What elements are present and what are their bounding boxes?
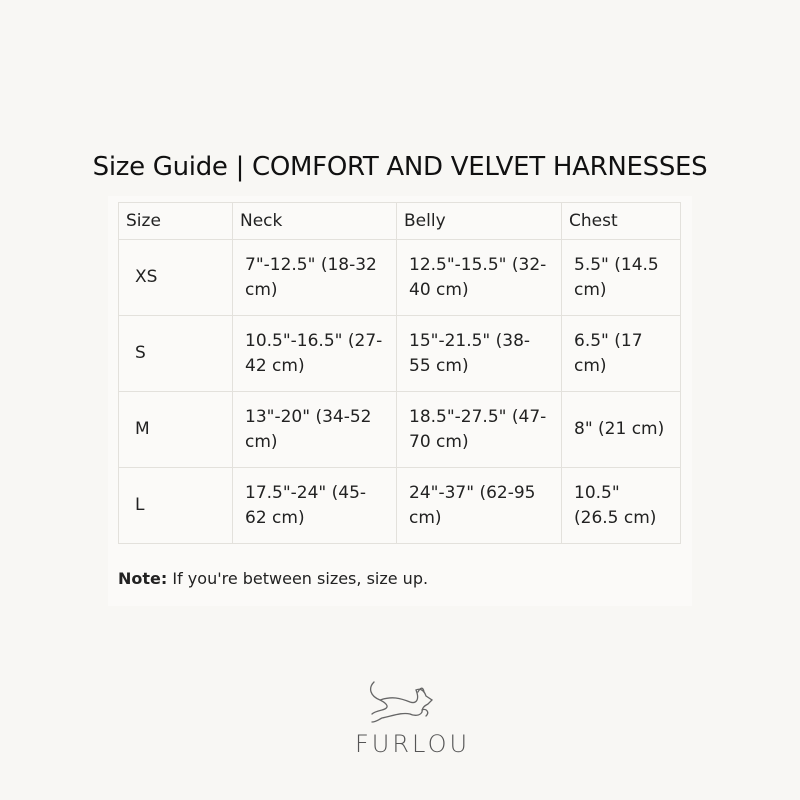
- note: Note: If you're between sizes, size up.: [118, 569, 428, 588]
- cell-belly: 18.5"-27.5" (47-70 cm): [396, 391, 562, 468]
- furlou-logo: FURLOU: [355, 678, 471, 758]
- cell-size: L: [118, 467, 233, 544]
- header-belly: Belly: [396, 202, 562, 240]
- table-row: L 17.5"-24" (45-62 cm) 24"-37" (62-95 cm) 1…: [118, 467, 681, 544]
- cell-size: XS: [118, 239, 233, 316]
- page-title: Size Guide | COMFORT AND VELVET HARNESSE…: [92, 152, 708, 182]
- size-table: Size Neck Belly Chest XS 7"-12.5" (18-32 …: [118, 202, 681, 544]
- brand-name: FURLOU: [355, 730, 471, 758]
- cell-neck: 10.5"-16.5" (27-42 cm): [232, 315, 397, 392]
- running-dog-icon: [369, 681, 434, 723]
- header-chest: Chest: [561, 202, 681, 240]
- note-label: Note:: [118, 569, 168, 588]
- table-row: M 13"-20" (34-52 cm) 18.5"-27.5" (47-70 cm…: [118, 391, 681, 468]
- cell-size: M: [118, 391, 233, 468]
- cell-size: S: [118, 315, 233, 392]
- table-header-row: Size Neck Belly Chest: [118, 202, 681, 240]
- table-row: S 10.5"-16.5" (27-42 cm) 15"-21.5" (38-55 …: [118, 315, 681, 392]
- cell-neck: 17.5"-24" (45-62 cm): [232, 467, 397, 544]
- table-row: XS 7"-12.5" (18-32 cm) 12.5"-15.5" (32-40 …: [118, 239, 681, 316]
- cell-belly: 15"-21.5" (38-55 cm): [396, 315, 562, 392]
- header-size: Size: [118, 202, 233, 240]
- cell-neck: 13"-20" (34-52 cm): [232, 391, 397, 468]
- cell-chest: 8" (21 cm): [561, 391, 681, 468]
- cell-belly: 12.5"-15.5" (32-40 cm): [396, 239, 562, 316]
- cell-chest: 10.5" (26.5 cm): [561, 467, 681, 544]
- note-text: If you're between sizes, size up.: [167, 569, 429, 588]
- cell-neck: 7"-12.5" (18-32 cm): [232, 239, 397, 316]
- header-neck: Neck: [232, 202, 397, 240]
- cell-chest: 6.5" (17 cm): [561, 315, 681, 392]
- cell-chest: 5.5" (14.5 cm): [561, 239, 681, 316]
- cell-belly: 24"-37" (62-95 cm): [396, 467, 562, 544]
